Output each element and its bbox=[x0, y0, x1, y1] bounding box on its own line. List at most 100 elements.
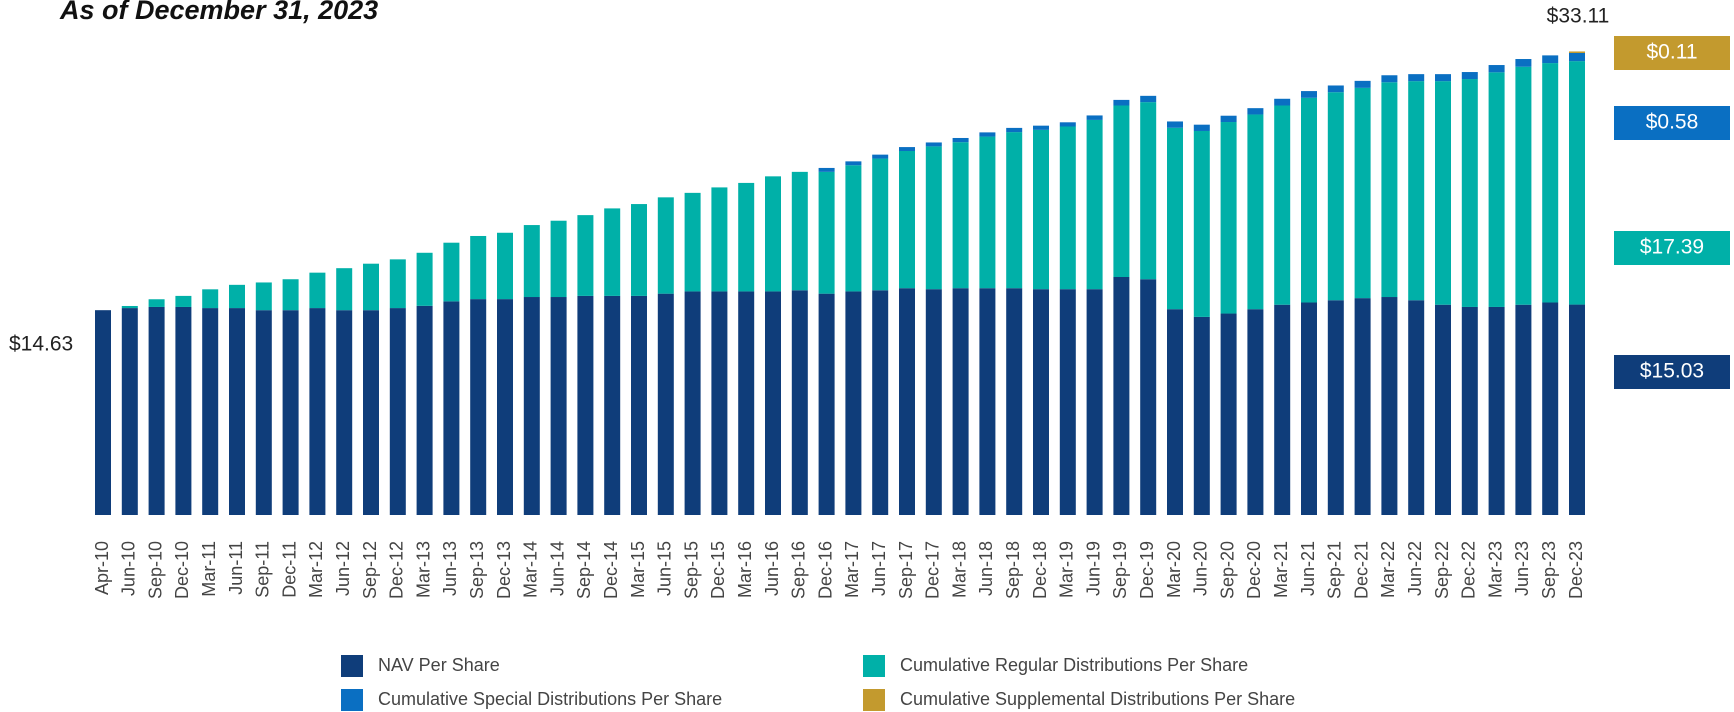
bar-segment bbox=[979, 132, 996, 137]
x-tick-label: Mar-20 bbox=[1164, 541, 1184, 598]
bar-segment bbox=[336, 310, 353, 515]
bar-segment bbox=[899, 151, 915, 289]
label-box bbox=[1614, 36, 1730, 70]
x-tick-label: Sep-18 bbox=[1003, 541, 1023, 599]
bar-segment bbox=[309, 272, 326, 309]
bar-segment bbox=[1515, 59, 1532, 67]
bar-segment bbox=[363, 263, 379, 311]
bar-segment bbox=[577, 215, 594, 296]
bar-segment bbox=[389, 259, 406, 309]
bar-segment bbox=[1354, 87, 1371, 299]
bar-segment bbox=[443, 301, 460, 515]
bar-segment bbox=[523, 225, 540, 298]
bar-segment bbox=[1167, 121, 1183, 128]
bar-segment bbox=[1140, 279, 1157, 515]
bar-segment bbox=[657, 293, 674, 515]
x-tick-label: Jun-19 bbox=[1083, 541, 1103, 596]
bar-segment bbox=[577, 295, 594, 515]
bar-segment bbox=[925, 146, 942, 290]
x-tick-label: Dec-23 bbox=[1566, 541, 1586, 599]
x-tick-label: Mar-12 bbox=[306, 541, 326, 598]
bar-segment bbox=[389, 308, 406, 515]
x-tick-label: Mar-17 bbox=[842, 541, 862, 598]
bar-segment bbox=[121, 308, 138, 515]
bar-segment bbox=[738, 291, 755, 515]
x-tick-label: Sep-11 bbox=[253, 541, 273, 598]
x-tick-label: Dec-22 bbox=[1459, 541, 1479, 599]
x-tick-label: Sep-19 bbox=[1110, 541, 1130, 599]
x-tick-label: Mar-18 bbox=[949, 541, 969, 598]
bar-segment bbox=[1193, 316, 1210, 515]
x-tick-label: Sep-10 bbox=[145, 541, 165, 599]
x-tick-label: Sep-21 bbox=[1325, 541, 1345, 599]
bar-segment bbox=[952, 288, 969, 515]
bar-segment bbox=[1006, 127, 1023, 133]
x-tick-label: Mar-23 bbox=[1485, 541, 1505, 598]
bar-segment bbox=[1408, 81, 1425, 301]
bar-segment bbox=[1193, 130, 1210, 317]
x-tick-label: Mar-15 bbox=[628, 541, 648, 598]
bar-segment bbox=[1301, 91, 1317, 98]
legend-swatch bbox=[863, 655, 885, 677]
bar-segment bbox=[1488, 306, 1505, 515]
bar-segment bbox=[523, 297, 540, 515]
bar-segment bbox=[684, 291, 701, 515]
bar-segment bbox=[1569, 51, 1585, 53]
bar-segment bbox=[711, 291, 728, 515]
bar-segment bbox=[818, 167, 835, 172]
bar-segment bbox=[202, 308, 219, 515]
bar-segment bbox=[1193, 124, 1210, 131]
bar-segment bbox=[550, 297, 567, 515]
bar-segment bbox=[1301, 97, 1317, 303]
bar-segment bbox=[657, 197, 674, 294]
bar-segment bbox=[1542, 302, 1559, 515]
x-tick-label: Dec-15 bbox=[708, 541, 728, 599]
bar-segment bbox=[1247, 309, 1264, 515]
bar-segment bbox=[1461, 79, 1478, 307]
bar-segment bbox=[336, 268, 353, 311]
total-label: $33.11 bbox=[1547, 5, 1610, 28]
x-tick-label: Dec-21 bbox=[1351, 541, 1371, 599]
x-tick-label: Mar-21 bbox=[1271, 541, 1291, 598]
bar-segment bbox=[631, 204, 647, 296]
x-tick-label: Sep-15 bbox=[681, 541, 701, 599]
bar-segment bbox=[791, 290, 808, 515]
bar-segment bbox=[845, 165, 862, 292]
bar-segment bbox=[604, 208, 621, 296]
bar-segment bbox=[818, 293, 835, 515]
bar-segment bbox=[443, 242, 460, 302]
x-tick-label: Mar-16 bbox=[735, 541, 755, 598]
x-tick-label: Jun-22 bbox=[1405, 541, 1425, 596]
bar-segment bbox=[711, 187, 728, 292]
bar-segment bbox=[925, 289, 942, 515]
bar-segment bbox=[148, 306, 165, 515]
bar-segment bbox=[1515, 66, 1532, 305]
bar-segment bbox=[1140, 102, 1157, 280]
value-label: $0.58 bbox=[1646, 111, 1699, 134]
x-tick-label: Sep-17 bbox=[896, 541, 916, 599]
x-tick-label: Sep-23 bbox=[1539, 541, 1559, 599]
bar-segment bbox=[872, 290, 889, 515]
bar-segment bbox=[1113, 99, 1130, 106]
bar-segment bbox=[1408, 74, 1425, 82]
bar-segment bbox=[899, 288, 915, 515]
bar-segment bbox=[1569, 304, 1585, 515]
x-tick-label: Dec-19 bbox=[1137, 541, 1157, 599]
legend-label: Cumulative Special Distributions Per Sha… bbox=[378, 689, 722, 709]
x-tick-label: Jun-21 bbox=[1298, 541, 1318, 596]
bar-segment bbox=[1488, 65, 1505, 73]
bar-segment bbox=[872, 154, 889, 159]
x-tick-label: Mar-11 bbox=[199, 541, 219, 597]
bar-segment bbox=[1086, 289, 1103, 515]
bar-segment bbox=[1542, 63, 1559, 303]
bar-segment bbox=[1167, 309, 1183, 515]
chart-title: As of December 31, 2023 bbox=[59, 0, 378, 25]
bar-segment bbox=[765, 176, 781, 292]
bar-segment bbox=[470, 235, 487, 300]
value-label: $15.03 bbox=[1640, 360, 1704, 383]
bar-segment bbox=[1569, 61, 1585, 305]
x-tick-label: Dec-17 bbox=[923, 541, 943, 599]
legend-label: Cumulative Regular Distributions Per Sha… bbox=[900, 655, 1248, 675]
x-tick-label: Jun-14 bbox=[547, 541, 567, 596]
